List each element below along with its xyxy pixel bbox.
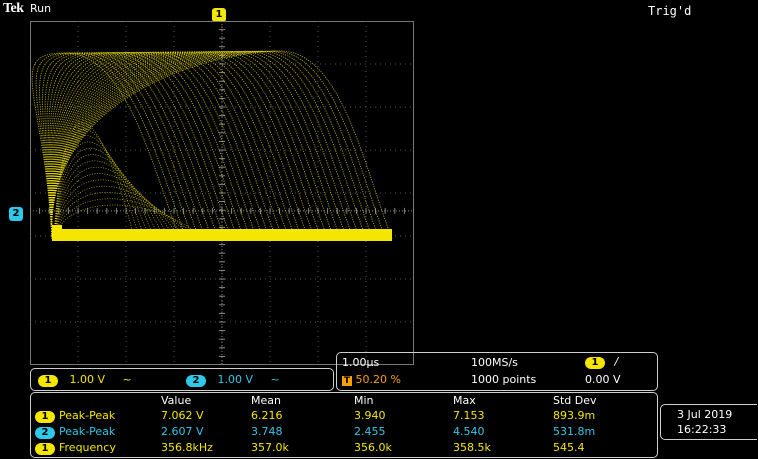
ch2-ground-marker[interactable]: 2 bbox=[9, 207, 23, 221]
ch2-coupling-icon: ~ bbox=[270, 373, 280, 386]
trigger-level[interactable]: 0.00 V bbox=[585, 373, 621, 386]
time-per-division[interactable]: 1.00µs bbox=[342, 356, 380, 369]
ch1-trigger-position-marker[interactable]: 1 bbox=[212, 8, 226, 22]
row-measurement-name: Peak-Peak bbox=[59, 409, 116, 422]
time: 16:22:33 bbox=[677, 423, 727, 436]
row-value: 356.8kHz bbox=[161, 441, 213, 454]
row-mean: 6.216 bbox=[251, 409, 283, 422]
row-measurement-name: Frequency bbox=[59, 441, 116, 454]
row-min: 356.0k bbox=[354, 441, 392, 454]
row-min: 2.455 bbox=[354, 425, 386, 438]
row-min: 3.940 bbox=[354, 409, 386, 422]
ch1-badge[interactable]: 1 bbox=[38, 375, 58, 387]
row-max: 7.153 bbox=[453, 409, 485, 422]
row-measurement-name: Peak-Peak bbox=[59, 425, 116, 438]
ch2-badge[interactable]: 2 bbox=[186, 375, 206, 387]
row-max: 358.5k bbox=[453, 441, 491, 454]
brand-logo: Tek bbox=[3, 1, 24, 16]
col-header-mean: Mean bbox=[251, 394, 281, 407]
measurement-table[interactable]: Value Mean Min Max Std Dev 1 Peak-Peak 7… bbox=[30, 392, 658, 458]
waveform-graticule[interactable] bbox=[30, 21, 414, 365]
col-header-value: Value bbox=[161, 394, 192, 407]
row-channel-badge: 1 bbox=[35, 411, 55, 423]
row-channel-badge: 2 bbox=[35, 427, 55, 439]
ch1-coupling-icon: ~ bbox=[122, 373, 132, 386]
ch1-scale[interactable]: 1.00 V bbox=[69, 373, 106, 386]
row-value: 2.607 V bbox=[161, 425, 204, 438]
row-max: 4.540 bbox=[453, 425, 485, 438]
table-row[interactable]: 2 Peak-Peak 2.607 V 3.748 2.455 4.540 53… bbox=[35, 425, 650, 439]
col-header-min: Min bbox=[354, 394, 374, 407]
row-channel-badge: 1 bbox=[35, 443, 55, 455]
xy-waveform-trace bbox=[31, 50, 393, 241]
channel-scale-panel[interactable]: 1 1.00 V ~ 2 1.00 V ~ bbox=[30, 368, 334, 391]
date: 3 Jul 2019 bbox=[677, 408, 733, 421]
trigger-source-badge[interactable]: 1 bbox=[585, 357, 605, 369]
row-std-dev: 531.8m bbox=[553, 425, 596, 438]
table-row[interactable]: 1 Frequency 356.8kHz 357.0k 356.0k 358.5… bbox=[35, 441, 650, 455]
col-header-std-dev: Std Dev bbox=[553, 394, 597, 407]
sample-rate: 100MS/s bbox=[471, 356, 518, 369]
row-mean: 3.748 bbox=[251, 425, 283, 438]
table-row[interactable]: 1 Peak-Peak 7.062 V 6.216 3.940 7.153 89… bbox=[35, 409, 650, 423]
run-status: Run bbox=[30, 2, 52, 15]
date-time-display[interactable]: 3 Jul 2019 16:22:33 bbox=[660, 404, 757, 440]
row-std-dev: 893.9m bbox=[553, 409, 596, 422]
trigger-position[interactable]: 50.20 % bbox=[355, 373, 401, 386]
row-std-dev: 545.4 bbox=[553, 441, 585, 454]
trigger-status: Trig'd bbox=[648, 4, 692, 18]
row-value: 7.062 V bbox=[161, 409, 204, 422]
col-header-max: Max bbox=[453, 394, 476, 407]
record-length[interactable]: 1000 points bbox=[471, 373, 537, 386]
ch2-scale[interactable]: 1.00 V bbox=[217, 373, 254, 386]
trigger-position-icon: T bbox=[342, 376, 352, 386]
timebase-trigger-panel[interactable]: 1.00µs T 50.20 % 100MS/s 1000 points 1 /… bbox=[336, 352, 658, 391]
row-mean: 357.0k bbox=[251, 441, 289, 454]
rising-edge-icon: / bbox=[614, 355, 619, 368]
